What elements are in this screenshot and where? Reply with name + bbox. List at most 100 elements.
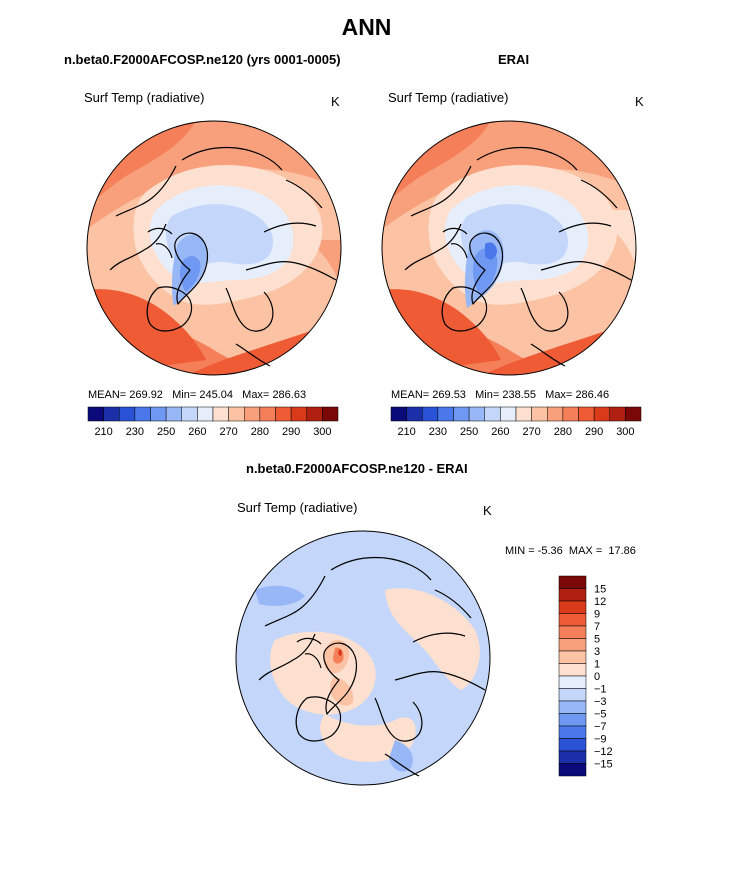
diff-min-value: -5.36 [537, 545, 563, 557]
obs-colorbar-cell [562, 406, 579, 422]
obs-panel-title: ERAI [498, 52, 530, 67]
diff-colorbar-tick: 7 [594, 621, 600, 633]
diff-colorbar-tick: 3 [594, 646, 600, 658]
obs-colorbar-cell [422, 406, 439, 422]
model-coastline [115, 165, 177, 217]
model-colorbar-cell [197, 406, 214, 422]
diff-max-label: MAX = [568, 545, 603, 557]
diff-field-label: Surf Temp (radiative) [237, 500, 358, 515]
obs-colorbar-cell [500, 406, 517, 422]
diff-colorbar-tick: −7 [594, 721, 607, 733]
obs-coastline [404, 223, 468, 271]
diff-colorbar-tick: −15 [594, 759, 613, 771]
model-units-label: K [331, 94, 340, 109]
model-colorbar-cell [212, 406, 229, 422]
obs-colorbar-tick: 250 [460, 426, 478, 438]
model-coastline [245, 222, 337, 281]
obs-mean-label: MEAN= [391, 389, 430, 401]
model-colorbar-cell [290, 406, 307, 422]
obs-colorbar-tick: 260 [491, 426, 509, 438]
model-field-region [179, 256, 201, 292]
model-coastline [146, 286, 193, 332]
obs-map-field [382, 121, 636, 375]
diff-coastline [330, 556, 472, 619]
diff-field-region [338, 649, 342, 656]
diff-colorbar-cell [558, 625, 587, 639]
obs-colorbar-cell [390, 406, 407, 422]
obs-colorbar-cell [531, 406, 548, 422]
obs-units-label: K [635, 94, 644, 109]
model-map-field [87, 121, 341, 375]
diff-colorbar-cell [558, 725, 587, 739]
obs-field-region [581, 210, 636, 270]
obs-colorbar-cell [593, 406, 610, 422]
obs-field-label: Surf Temp (radiative) [388, 90, 509, 105]
model-polar-map [86, 120, 342, 376]
diff-field-region [389, 740, 413, 772]
model-colorbar-cell [244, 406, 261, 422]
obs-colorbar-cell [625, 406, 642, 422]
model-colorbar-cell [150, 406, 167, 422]
model-colorbar-tick: 210 [94, 426, 112, 438]
obs-colorbar: 210 230 250 260 270 280 290 300 [390, 406, 642, 438]
diff-colorbar-tick: 15 [594, 584, 606, 596]
diff-stats: MIN = -5.36 MAX = 17.86 [505, 545, 636, 557]
diff-colorbar-tick: −3 [594, 696, 607, 708]
diff-map-field [236, 531, 490, 785]
model-min-value: 245.04 [199, 389, 233, 401]
diff-colorbar-cell [558, 675, 587, 689]
model-colorbar-tick: 250 [157, 426, 175, 438]
diff-colorbar-cell [558, 650, 587, 664]
diff-colorbar-cell [558, 688, 587, 702]
obs-colorbar-cell [515, 406, 532, 422]
model-mean-label: MEAN= [88, 389, 127, 401]
obs-map-border [381, 120, 637, 376]
model-colorbar-cell [181, 406, 198, 422]
diff-panel-title: n.beta0.F2000AFCOSP.ne120 - ERAI [246, 461, 468, 476]
model-colorbar-cell [103, 406, 120, 422]
obs-mean-value: 269.53 [432, 389, 466, 401]
model-colorbar-tick: 300 [313, 426, 331, 438]
model-panel-title: n.beta0.F2000AFCOSP.ne120 (yrs 0001-0005… [64, 52, 341, 67]
obs-field-region [473, 247, 498, 296]
diff-coastline [264, 575, 326, 627]
model-max-label: Max= [242, 389, 270, 401]
model-colorbar-tick: 230 [126, 426, 144, 438]
model-colorbar: 210 230 250 260 270 280 290 300 [87, 406, 339, 438]
diff-coastline [323, 642, 358, 715]
obs-min-value: 238.55 [502, 389, 536, 401]
obs-coastline [520, 287, 569, 367]
diff-coastline [394, 632, 486, 691]
obs-coastline [469, 232, 504, 305]
model-field-region [306, 240, 341, 290]
model-map-border [86, 120, 342, 376]
obs-min-label: Min= [475, 389, 500, 401]
diff-field-region [385, 588, 480, 690]
model-colorbar-tick: 270 [219, 426, 237, 438]
obs-colorbar-cell [468, 406, 485, 422]
diff-coastline [295, 696, 342, 742]
model-colorbar-cell [275, 406, 292, 422]
obs-max-label: Max= [545, 389, 573, 401]
diff-colorbar-cell [558, 613, 587, 627]
obs-colorbar-tick: 210 [397, 426, 415, 438]
obs-colorbar-cell [547, 406, 564, 422]
obs-colorbar-cell [437, 406, 454, 422]
diff-colorbar-tick: 9 [594, 609, 600, 621]
obs-polar-map [381, 120, 637, 376]
model-coastlines [109, 146, 337, 367]
obs-colorbar-tick: 300 [616, 426, 634, 438]
model-colorbar-tick: 260 [188, 426, 206, 438]
diff-colorbar-tick: −5 [594, 709, 607, 721]
diff-colorbar-tick: 5 [594, 634, 600, 646]
diff-coastlines [258, 556, 486, 777]
obs-colorbar-tick: 280 [554, 426, 572, 438]
diff-colorbar-tick: 1 [594, 659, 600, 671]
diff-field-region [255, 585, 305, 606]
diff-colorbar-cell [558, 600, 587, 614]
obs-colorbar-cell [406, 406, 423, 422]
diff-colorbar-tick: 12 [594, 596, 606, 608]
obs-colorbar-cell [453, 406, 470, 422]
model-colorbar-cell [165, 406, 182, 422]
diff-colorbar-cell [558, 588, 587, 602]
